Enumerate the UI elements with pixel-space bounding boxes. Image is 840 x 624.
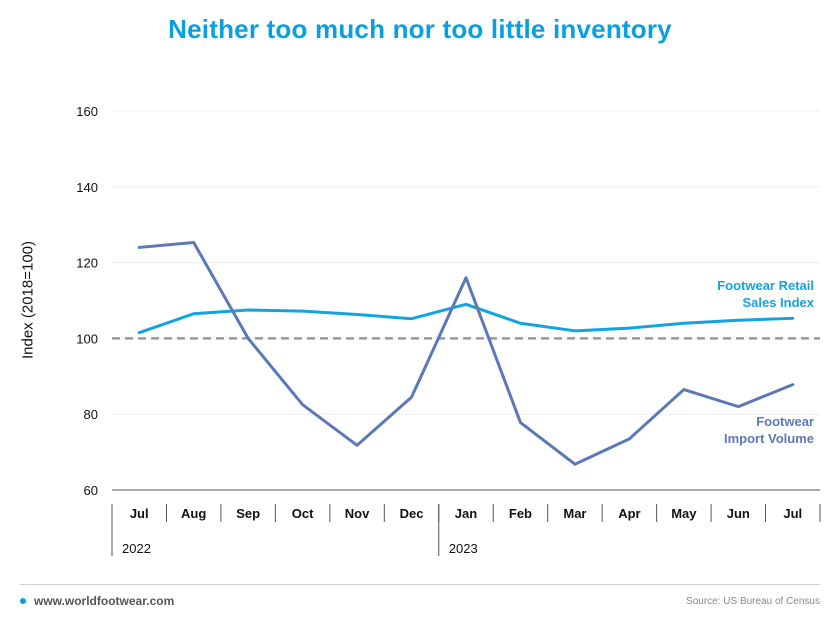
source-note: Source: US Bureau of Census — [686, 596, 820, 607]
series-label: Import Volume — [724, 431, 814, 446]
x-tick-label: Jul — [130, 506, 149, 521]
footer-website[interactable]: www.worldfootwear.com — [20, 594, 174, 608]
y-tick-label: 80 — [84, 407, 98, 422]
series-line-import-volume — [137, 241, 795, 466]
x-tick-label: Sep — [236, 506, 260, 521]
x-tick-label: Oct — [292, 506, 314, 521]
x-tick-label: May — [671, 506, 697, 521]
series-label: Footwear Retail — [717, 278, 814, 293]
x-tick-label: Dec — [400, 506, 424, 521]
website-link[interactable]: www.worldfootwear.com — [34, 594, 175, 608]
x-tick-label: Mar — [563, 506, 586, 521]
x-tick-label: Jun — [727, 506, 750, 521]
x-tick-label: Jul — [783, 506, 802, 521]
y-tick-label: 100 — [76, 331, 98, 346]
chart-title: Neither too much nor too little inventor… — [168, 14, 672, 44]
footer-divider — [20, 584, 820, 585]
y-tick-label: 60 — [84, 483, 98, 498]
year-label: 2023 — [449, 541, 478, 556]
y-tick-label: 120 — [76, 256, 98, 271]
series-label: Footwear — [756, 414, 814, 429]
series-label: Sales Index — [742, 295, 814, 310]
x-tick-label: Nov — [345, 506, 370, 521]
y-tick-label: 160 — [76, 104, 98, 119]
line-chart: 60 80 100 120 140 160 Jul Aug Sep Oct Nov Dec Jan Feb… — [76, 104, 821, 556]
x-tick-label: Apr — [618, 506, 640, 521]
year-label: 2022 — [122, 541, 151, 556]
bullet-icon — [20, 598, 26, 604]
y-tick-label: 140 — [76, 180, 98, 195]
x-tick-label: Feb — [509, 506, 532, 521]
series-line-retail-sales — [137, 302, 795, 335]
x-tick-label: Aug — [181, 506, 206, 521]
x-tick-label: Jan — [455, 506, 477, 521]
